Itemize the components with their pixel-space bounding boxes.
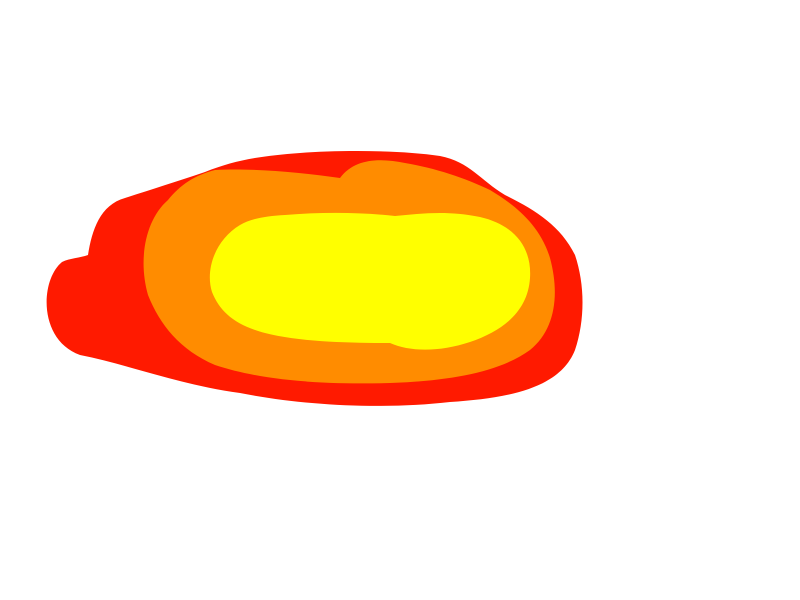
inner-yellow-blob [209,212,531,350]
